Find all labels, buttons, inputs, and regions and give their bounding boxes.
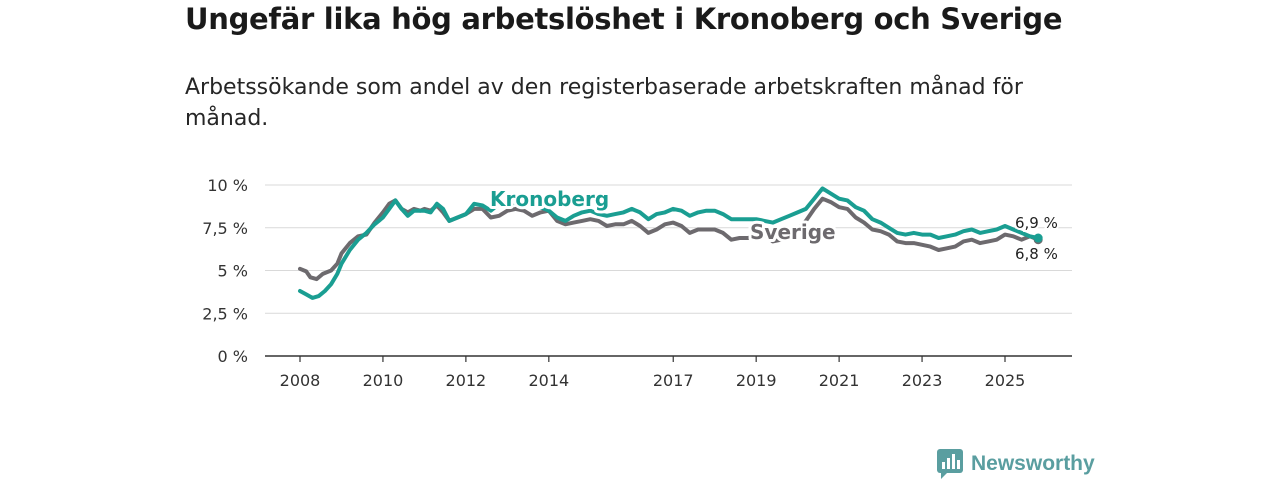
y-tick-label: 10 %	[207, 176, 248, 195]
x-tick-label: 2017	[653, 371, 694, 390]
end-label-kronoberg: 6,9 %	[1015, 214, 1058, 232]
y-tick-label: 0 %	[218, 347, 248, 366]
x-tick-label: 2019	[736, 371, 777, 390]
chart-title: Ungefär lika hög arbetslöshet i Kronober…	[185, 2, 1063, 36]
newsworthy-logo-icon	[937, 449, 963, 479]
brand-name: Newsworthy	[971, 452, 1095, 475]
x-tick-label: 2010	[363, 371, 404, 390]
x-tick-label: 2021	[819, 371, 860, 390]
series-label-sverige: Sverige	[750, 220, 836, 244]
x-tick-label: 2012	[446, 371, 487, 390]
y-tick-label: 7,5 %	[202, 219, 248, 238]
x-tick-label: 2008	[280, 371, 321, 390]
series-line-kronoberg	[298, 186, 1041, 300]
x-tick-label: 2023	[902, 371, 943, 390]
series-label-kronoberg: Kronoberg	[490, 187, 609, 211]
end-point-kronoberg	[1033, 233, 1043, 243]
y-tick-label: 5 %	[218, 262, 248, 281]
chart-subtitle: Arbetssökande som andel av den registerb…	[185, 75, 1023, 131]
y-tick-label: 2,5 %	[202, 304, 248, 323]
brand-logo: Newsworthy	[937, 449, 1095, 479]
x-tick-label: 2025	[985, 371, 1026, 390]
x-tick-label: 2014	[528, 371, 569, 390]
end-label-sverige: 6,8 %	[1015, 245, 1058, 263]
